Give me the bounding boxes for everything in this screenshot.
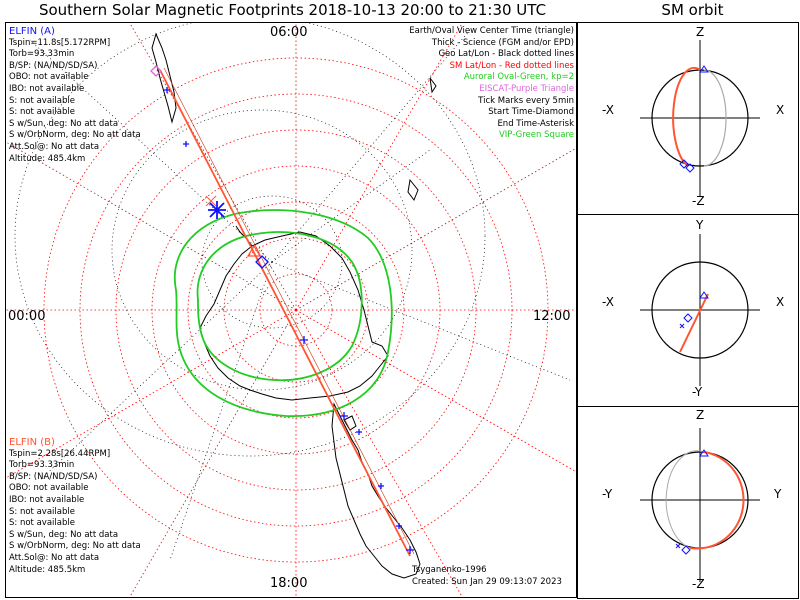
panel3-top-label: Z — [696, 408, 705, 422]
legend-item: EISCAT-Purple Triangle — [479, 83, 574, 94]
view-center-triangle — [246, 244, 262, 257]
model-credit: Tsyganenko-1996 — [412, 565, 487, 575]
elfin-a-line: Att.Sol@: No att data — [9, 141, 100, 152]
elfin-b-line: IBO: not available — [9, 494, 85, 505]
elfin-a-name: ELFIN (A) — [9, 26, 55, 37]
panel2-top-label: Y — [696, 218, 704, 232]
elfin-b-line: S: not available — [9, 518, 75, 529]
sm-lon-grid — [6, 23, 576, 597]
panel2-left-label: -X — [602, 295, 614, 309]
created-timestamp: Created: Sun Jan 29 09:13:07 2023 — [412, 577, 562, 587]
south-america-coast — [151, 32, 177, 124]
elfin-b-line: Att.Sol@: No att data — [9, 552, 100, 563]
elfin-a-line: Torb=93.33min — [9, 49, 75, 60]
elfin-b-line: S w/OrbNorm, deg: No att data — [9, 541, 141, 552]
elfin-b-track — [159, 69, 411, 557]
elfin-a-line: B/SP: (NA/ND/SD/SA) — [9, 60, 98, 71]
elfin-b-line: OBO: not available — [9, 483, 89, 494]
sm-panel-3-plot — [640, 428, 760, 582]
elfin-b-line: S w/Sun, deg: No att data — [9, 529, 119, 540]
legend-item: SM Lat/Lon - Red dotted lines — [449, 60, 574, 71]
elfin-b-name: ELFIN (B) — [9, 437, 55, 448]
legend-item: End Time-Asterisk — [497, 118, 574, 129]
sm-panel-1-plot — [640, 40, 760, 196]
legend-item: VIP-Green Square — [498, 130, 574, 141]
legend-item: Auroral Oval-Green, kp=2 — [463, 72, 574, 83]
legend-item: Tick Marks every 5min — [478, 95, 574, 106]
legend-item: Start Time-Diamond — [488, 107, 574, 118]
elfin-b-line: Tspin=2.28s[26.44RPM] — [9, 448, 111, 459]
panel1-left-label: -X — [602, 103, 614, 117]
start-marker — [150, 65, 162, 77]
elfin-b-line: B/SP: (NA/ND/SD/SA) — [9, 471, 98, 482]
elfin-a-ticks — [164, 87, 414, 554]
elfin-b-line: Altitude: 485.5km — [9, 564, 86, 575]
panel3-left-label: -Y — [602, 487, 613, 501]
sm-panel-2-plot — [640, 234, 760, 386]
plot-title: Southern Solar Magnetic Footprints 2018-… — [38, 1, 547, 19]
elfin-b-line: S: not available — [9, 506, 75, 517]
sm-orbit-title: SM orbit — [661, 1, 724, 19]
hour-label-left: 00:00 — [8, 309, 46, 324]
hour-label-bottom: 18:00 — [270, 576, 308, 591]
hour-label-right: 12:00 — [533, 309, 571, 324]
auroral-oval-outer — [173, 209, 393, 417]
panel3-bottom-label: -Z — [692, 577, 705, 591]
panel1-right-label: X — [776, 103, 785, 117]
legend-item: Thick - Science (FGM and/or EPD) — [431, 37, 574, 48]
panel1-top-label: Z — [696, 25, 705, 39]
panel2-right-label: X — [776, 295, 785, 309]
antarctica-coast — [199, 231, 389, 401]
geo-grid — [14, 23, 571, 561]
elfin-a-line: S: not available — [9, 95, 75, 106]
elfin-a-line: S: not available — [9, 107, 75, 118]
hour-label-top: 06:00 — [270, 25, 308, 40]
elfin-b-line: Torb=93.33min — [9, 460, 75, 471]
legend: Earth/Oval View Center Time (triangle) T… — [409, 26, 574, 142]
elfin-a-info: ELFIN (A) Tspin=11.8s[5.172RPM] Torb=93.… — [9, 26, 141, 165]
map-frame — [5, 22, 577, 598]
legend-item: Geo Lat/Lon - Black dotted lines — [438, 49, 574, 60]
end-asterisk — [208, 201, 226, 219]
elfin-a-line: IBO: not available — [9, 83, 85, 94]
elfin-b-info: ELFIN (B) Tspin=2.28s[26.44RPM] Torb=93.… — [9, 437, 141, 576]
panel3-right-label: Y — [774, 487, 782, 501]
panel2-bottom-label: -Y — [692, 385, 703, 399]
elfin-a-line: OBO: not available — [9, 72, 89, 83]
sm-panel-3 — [577, 406, 799, 599]
elfin-a-line: S w/Sun, deg: No att data — [9, 118, 119, 129]
auroral-oval-inner — [196, 231, 363, 382]
panel1-bottom-label: -Z — [692, 194, 705, 208]
legend-item: Earth/Oval View Center Time (triangle) — [409, 26, 574, 36]
elfin-a-line: Altitude: 485.4km — [9, 153, 86, 164]
elfin-a-line: S w/OrbNorm, deg: No att data — [9, 130, 141, 141]
elfin-a-line: Tspin=11.8s[5.172RPM] — [9, 37, 111, 48]
